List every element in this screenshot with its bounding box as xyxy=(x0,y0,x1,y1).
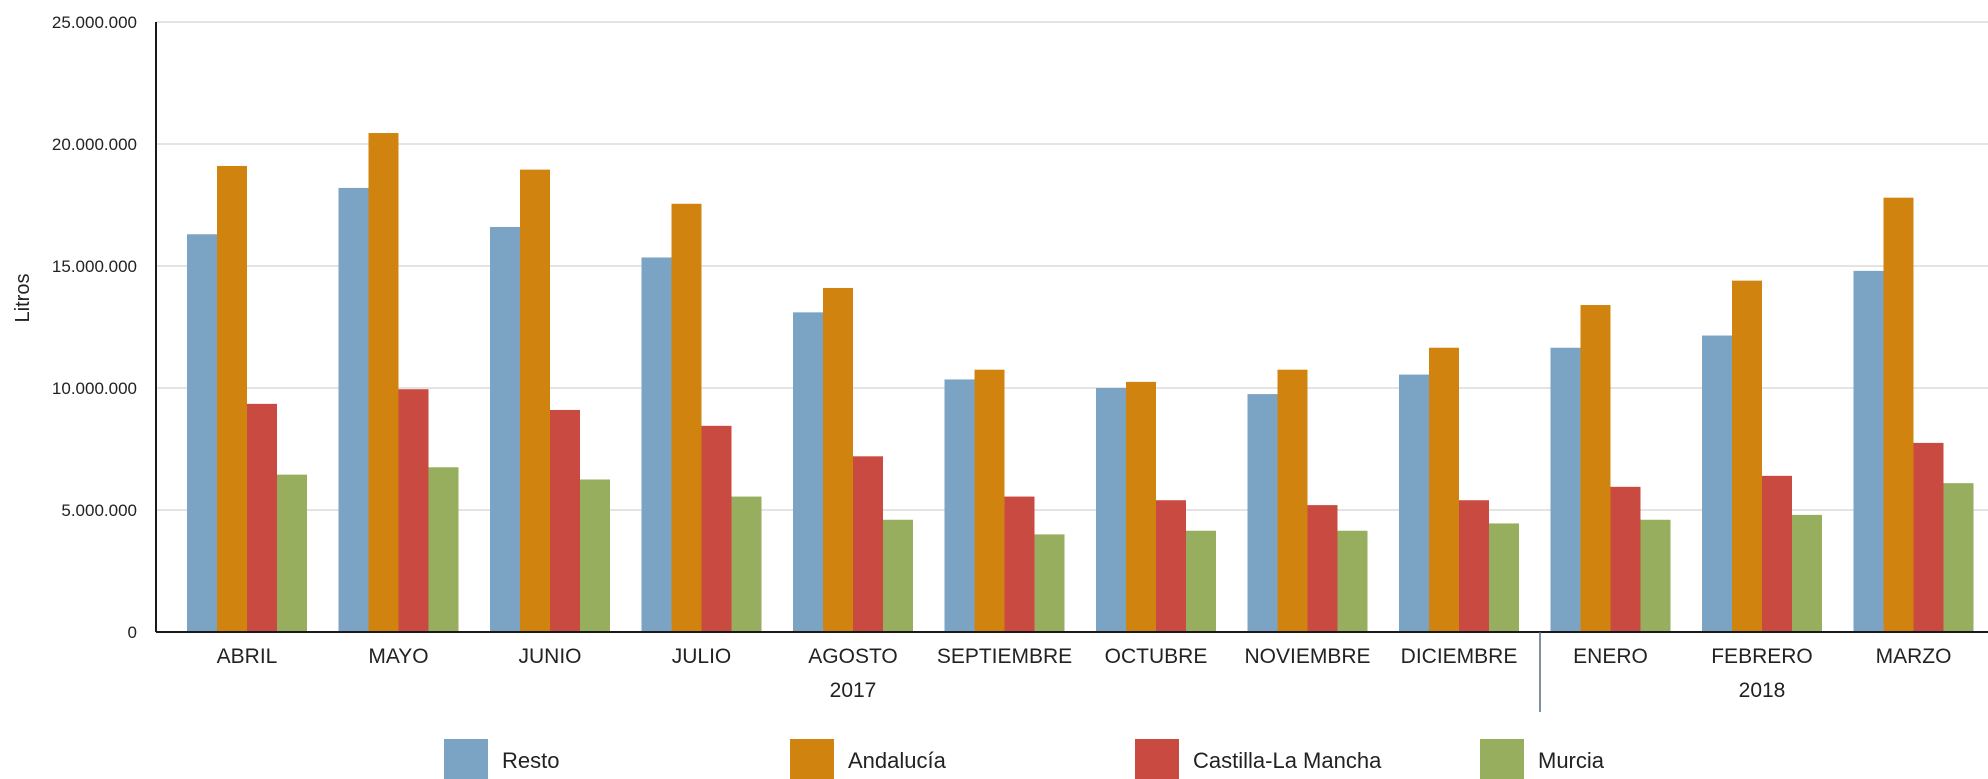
bar-castilla-la-mancha-febrero xyxy=(1762,475,1792,632)
bar-murcia-septiembre xyxy=(1034,534,1065,632)
bar-resto-diciembre xyxy=(1399,374,1429,632)
y-tick-label: 20.000.000 xyxy=(52,135,137,154)
x-tick-label: DICIEMBRE xyxy=(1401,645,1518,668)
y-tick-label: 0 xyxy=(128,623,137,642)
bar-resto-mayo xyxy=(338,187,369,633)
x-tick-label: FEBRERO xyxy=(1711,645,1813,668)
y-tick-label: 15.000.000 xyxy=(52,257,137,276)
axes xyxy=(155,22,1988,712)
x-tick-label: AGOSTO xyxy=(808,645,897,668)
bar-castilla-la-mancha-abril xyxy=(247,403,277,632)
y-tick-labels: 0 5.000.000 10.000.000 15.000.000 20.000.000… xyxy=(52,13,137,642)
x-tick-label: SEPTIEMBRE xyxy=(937,645,1072,668)
legend: Resto Andalucía Castilla-La Mancha Murcia xyxy=(444,739,1605,779)
x-tick-label: ENERO xyxy=(1573,645,1648,668)
bar-resto-abril xyxy=(187,234,217,632)
bar-andaluc-a-febrero xyxy=(1732,280,1762,632)
legend-swatch xyxy=(444,739,488,779)
bar-resto-enero xyxy=(1550,347,1581,632)
bars xyxy=(187,133,1974,633)
legend-label: Castilla-La Mancha xyxy=(1193,748,1382,773)
bar-resto-febrero xyxy=(1702,335,1732,632)
bar-castilla-la-mancha-diciembre xyxy=(1459,500,1489,632)
bar-resto-agosto xyxy=(793,312,823,632)
bar-andaluc-a-noviembre xyxy=(1277,369,1308,632)
bar-castilla-la-mancha-octubre xyxy=(1156,500,1186,632)
bar-andaluc-a-enero xyxy=(1580,305,1611,632)
bar-andaluc-a-mayo xyxy=(368,133,399,632)
bar-resto-marzo xyxy=(1853,270,1884,632)
bar-castilla-la-mancha-septiembre xyxy=(1004,496,1035,632)
x-tick-labels: ABRIL MAYO JUNIO JULIO AGOSTO SEPTIEMBRE OCTUB… xyxy=(217,645,1952,668)
bar-andaluc-a-junio xyxy=(520,169,550,632)
legend-label: Andalucía xyxy=(848,748,947,773)
bar-andaluc-a-octubre xyxy=(1126,381,1156,632)
legend-swatch xyxy=(1135,739,1179,779)
y-tick-label: 25.000.000 xyxy=(52,13,137,32)
bar-murcia-julio xyxy=(731,496,762,632)
bar-andaluc-a-diciembre xyxy=(1429,347,1459,632)
x-tick-label: ABRIL xyxy=(217,645,278,668)
bar-murcia-enero xyxy=(1640,519,1671,632)
bar-resto-septiembre xyxy=(944,379,975,632)
x-tick-label: JUNIO xyxy=(519,645,582,668)
bar-castilla-la-mancha-noviembre xyxy=(1307,505,1338,632)
x-tick-label: MARZO xyxy=(1876,645,1952,668)
bar-murcia-agosto xyxy=(883,519,913,632)
legend-swatch xyxy=(1480,739,1524,779)
x-tick-label: MAYO xyxy=(368,645,428,668)
bar-murcia-mayo xyxy=(428,467,459,632)
bar-murcia-junio xyxy=(580,479,610,632)
gridlines xyxy=(156,21,1988,511)
bar-murcia-marzo xyxy=(1943,483,1974,632)
legend-label: Murcia xyxy=(1538,748,1605,773)
y-tick-label: 10.000.000 xyxy=(52,379,137,398)
bar-resto-octubre xyxy=(1096,388,1126,632)
bar-murcia-noviembre xyxy=(1337,530,1368,632)
bar-andaluc-a-marzo xyxy=(1883,197,1914,632)
x-tick-label: NOVIEMBRE xyxy=(1244,645,1370,668)
bar-murcia-febrero xyxy=(1792,514,1822,632)
bar-resto-julio xyxy=(641,257,672,632)
bar-andaluc-a-agosto xyxy=(823,287,853,632)
bar-murcia-abril xyxy=(277,474,307,632)
year-label: 2017 xyxy=(830,679,877,702)
x-tick-label: OCTUBRE xyxy=(1105,645,1208,668)
bar-resto-noviembre xyxy=(1247,394,1278,632)
bar-murcia-octubre xyxy=(1186,530,1216,632)
bar-castilla-la-mancha-julio xyxy=(701,425,732,632)
legend-swatch xyxy=(790,739,834,779)
bar-castilla-la-mancha-marzo xyxy=(1913,442,1944,632)
bar-castilla-la-mancha-agosto xyxy=(853,456,883,632)
year-label: 2018 xyxy=(1739,679,1786,702)
bar-andaluc-a-septiembre xyxy=(974,369,1005,632)
bar-resto-junio xyxy=(490,226,520,632)
year-labels: 2017 2018 xyxy=(830,679,1786,702)
bar-murcia-diciembre xyxy=(1489,523,1519,632)
legend-label: Resto xyxy=(502,748,559,773)
x-tick-label: JULIO xyxy=(672,645,732,668)
bar-castilla-la-mancha-junio xyxy=(550,409,580,632)
y-tick-label: 5.000.000 xyxy=(61,501,137,520)
bar-castilla-la-mancha-mayo xyxy=(398,389,429,632)
y-axis-label: Litros xyxy=(12,274,34,323)
bar-andaluc-a-julio xyxy=(671,203,702,632)
bar-castilla-la-mancha-enero xyxy=(1610,486,1641,632)
bar-andaluc-a-abril xyxy=(217,165,247,632)
